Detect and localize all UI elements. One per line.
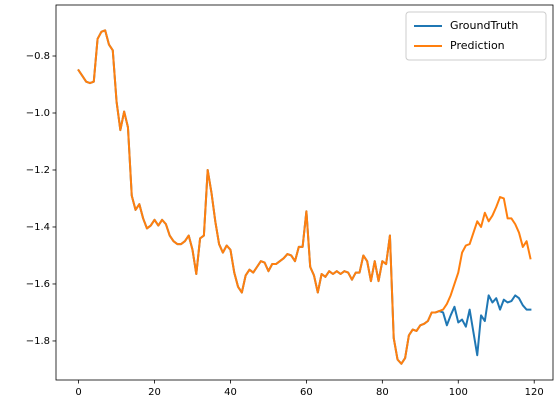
x-tick-label: 100 [449, 387, 468, 398]
x-tick-label: 60 [300, 387, 313, 398]
y-tick-label: −1.0 [26, 108, 50, 119]
legend-label: Prediction [450, 39, 505, 52]
x-tick-label: 0 [75, 387, 81, 398]
legend-box [405, 11, 547, 61]
y-tick-label: −1.2 [26, 165, 50, 176]
y-tick-label: −1.4 [26, 222, 50, 233]
x-tick-label: 80 [376, 387, 389, 398]
y-tick-label: −0.8 [26, 51, 50, 62]
x-tick-label: 120 [525, 387, 544, 398]
series-line [77, 29, 532, 365]
y-tick-label: −1.8 [26, 336, 50, 347]
x-tick-label: 20 [148, 387, 161, 398]
series-line [77, 29, 532, 365]
x-tick-label: 40 [224, 387, 237, 398]
legend-label: GroundTruth [450, 19, 518, 32]
y-tick-label: −1.6 [26, 279, 50, 290]
plot-frame [55, 4, 554, 381]
